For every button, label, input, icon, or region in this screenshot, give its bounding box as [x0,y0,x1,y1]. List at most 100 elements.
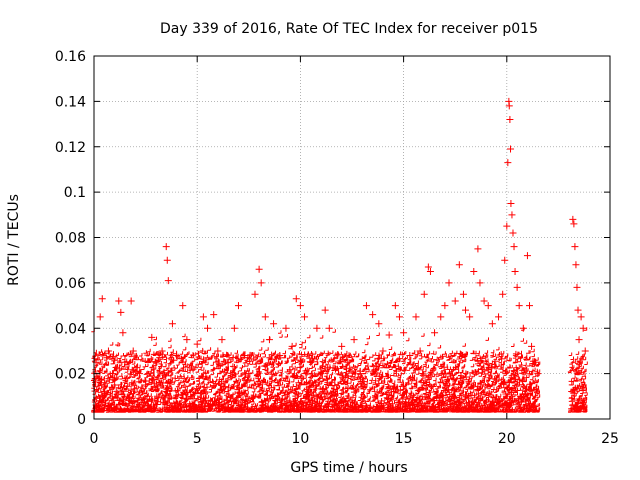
data-point [495,313,503,321]
data-point [148,333,156,341]
data-point [572,261,580,269]
data-point [265,336,273,344]
data-point [509,229,517,237]
data-point [570,220,578,228]
data-point [503,222,511,230]
data-point [251,290,259,298]
data-point [505,102,513,110]
data-point [571,243,579,251]
data-point [581,347,589,355]
x-tick-label: 10 [291,431,309,447]
data-point [109,370,117,378]
data-point [356,370,364,378]
data-point [98,295,106,303]
data-point [288,342,296,350]
data-point [104,347,112,355]
data-point [575,336,583,344]
data-point [129,347,137,355]
data-point [406,351,414,359]
data-point [173,351,181,359]
data-point [519,324,527,332]
y-axis-title: ROTI / TECUs [6,194,22,286]
data-points [92,97,589,396]
data-point [569,215,577,223]
data-point [245,370,253,378]
data-point [344,358,352,366]
y-tick-label: 0.02 [55,367,86,383]
x-axis-title: GPS time / hours [290,460,407,476]
data-point [257,279,265,287]
data-point [325,324,333,332]
data-point [445,279,453,287]
data-point [508,211,516,219]
data-point [504,159,512,167]
data-point [96,313,104,321]
data-point [218,336,226,344]
data-point [532,358,540,366]
data-point [152,358,160,366]
data-point [462,306,470,314]
data-point [400,329,408,337]
data-point [162,243,170,251]
data-point [296,302,304,310]
data-point [455,261,463,269]
chart-title: Day 339 of 2016, Rate Of TEC Index for r… [160,21,538,37]
data-point [577,313,585,321]
y-tick-label: 0.1 [64,185,86,201]
y-tick-label: 0.06 [55,276,86,292]
data-point [179,302,187,310]
data-point [395,313,403,321]
data-point [189,365,197,373]
data-point [158,347,166,355]
data-point [210,311,218,319]
noise-points [91,327,588,413]
y-tick-label: 0.04 [55,321,86,337]
data-point [350,336,358,344]
data-point [270,320,278,328]
y-tick-label: 0.16 [55,49,86,65]
y-tick-label: 0.08 [55,231,86,247]
data-point [142,381,150,389]
data-point [426,268,434,276]
data-point [431,329,439,337]
data-point [420,290,428,298]
data-point [282,324,290,332]
data-point [276,351,284,359]
data-point [121,358,129,366]
data-point [416,347,424,355]
data-point [480,297,488,305]
data-point [214,347,222,355]
data-point [499,290,507,298]
data-point [255,265,263,273]
data-point [127,297,135,305]
data-point [513,283,521,291]
data-point [100,388,108,396]
data-point [224,358,232,366]
data-point [119,329,127,337]
data-point [230,324,238,332]
axis-ticks [93,55,611,420]
data-point [574,306,582,314]
data-point [534,370,542,378]
data-point [168,320,176,328]
y-tick-label: 0.14 [55,94,86,110]
data-point [379,347,387,355]
data-point [507,199,515,207]
data-point [506,116,514,124]
data-point [199,313,207,321]
data-point [528,342,536,350]
data-point [523,252,531,260]
data-point [515,302,523,310]
x-tick-label: 15 [395,431,413,447]
data-point-cloud [91,327,588,413]
data-point [94,374,102,382]
data-point [193,340,201,348]
x-tick-label: 20 [498,431,516,447]
data-point [313,324,321,332]
data-point [385,331,393,339]
data-point [474,245,482,253]
x-tick-labels: 0 5 10 15 20 25 [90,431,619,447]
data-point [111,381,119,389]
data-point [476,279,484,287]
data-point [470,268,478,276]
